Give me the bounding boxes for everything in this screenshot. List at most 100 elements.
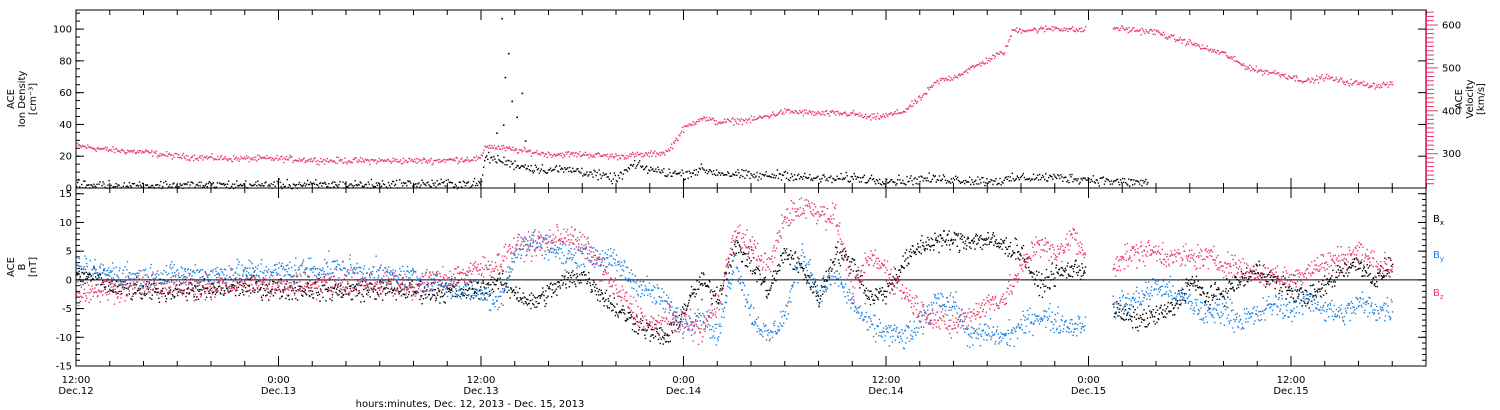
data-point-velocity bbox=[610, 155, 612, 158]
data-point-bx bbox=[1370, 281, 1372, 283]
data-point-bx bbox=[912, 250, 915, 252]
data-point-velocity bbox=[619, 158, 622, 160]
data-point-velocity bbox=[411, 158, 413, 161]
data-point-bx bbox=[574, 283, 576, 285]
data-point-density bbox=[494, 158, 496, 160]
data-point-velocity bbox=[923, 93, 925, 95]
data-point-bx bbox=[468, 288, 470, 290]
data-point-bx bbox=[219, 292, 221, 294]
data-point-bx bbox=[1292, 298, 1295, 300]
data-point-bx bbox=[423, 287, 426, 289]
data-point-density bbox=[751, 174, 753, 176]
data-point-velocity bbox=[644, 152, 647, 154]
data-point-density bbox=[664, 175, 666, 177]
data-point-bx bbox=[1024, 258, 1026, 261]
data-point-density bbox=[481, 180, 483, 183]
data-point-bx bbox=[1162, 316, 1165, 319]
data-point-bx bbox=[961, 234, 964, 237]
data-point-density bbox=[516, 164, 518, 167]
data-point-bx bbox=[546, 297, 548, 299]
data-point-density bbox=[443, 181, 445, 183]
data-point-bx bbox=[785, 252, 787, 254]
data-point-velocity bbox=[493, 144, 496, 147]
data-point-bx bbox=[212, 283, 214, 285]
data-point-velocity bbox=[414, 161, 417, 163]
data-point-bx bbox=[649, 340, 651, 342]
data-point-bx bbox=[1155, 305, 1158, 308]
data-point-bx bbox=[1062, 275, 1064, 277]
data-point-velocity bbox=[1264, 72, 1266, 74]
data-point-velocity bbox=[1148, 32, 1150, 34]
data-point-bx bbox=[1382, 276, 1384, 279]
data-point-bx bbox=[952, 242, 954, 244]
data-point-bx bbox=[466, 294, 468, 296]
data-point-bx bbox=[238, 294, 240, 297]
data-point-velocity bbox=[224, 156, 226, 158]
data-point-density bbox=[775, 175, 777, 177]
data-point-velocity bbox=[1078, 28, 1080, 30]
data-point-density bbox=[387, 181, 390, 184]
data-point-bx bbox=[861, 274, 863, 277]
data-point-density bbox=[1048, 176, 1050, 179]
data-point-bx bbox=[501, 284, 503, 286]
data-point-density bbox=[974, 180, 976, 183]
data-point-velocity bbox=[1266, 70, 1269, 72]
data-point-bx bbox=[814, 281, 816, 283]
data-point-bx bbox=[595, 293, 598, 296]
data-point-velocity bbox=[421, 162, 423, 164]
data-point-velocity bbox=[976, 64, 978, 66]
data-point-density-spike bbox=[501, 17, 503, 20]
data-point-velocity bbox=[1009, 35, 1012, 38]
data-point-velocity bbox=[1014, 28, 1016, 31]
data-point-bx bbox=[567, 277, 569, 279]
data-point-bx bbox=[1159, 306, 1162, 309]
data-point-bx bbox=[1208, 307, 1211, 310]
data-point-velocity bbox=[1082, 30, 1084, 33]
data-point-density bbox=[1129, 185, 1131, 187]
data-point-by bbox=[172, 283, 175, 285]
data-point-bx bbox=[948, 244, 951, 246]
data-point-bx bbox=[306, 282, 309, 284]
data-point-bx bbox=[347, 293, 350, 295]
data-point-by bbox=[156, 272, 158, 275]
data-point-bx bbox=[255, 282, 257, 284]
data-point-velocity bbox=[383, 160, 385, 162]
data-point-by bbox=[76, 264, 78, 266]
data-point-bx bbox=[516, 297, 518, 299]
data-point-velocity bbox=[629, 153, 631, 155]
data-point-velocity bbox=[705, 120, 707, 122]
data-point-density bbox=[478, 180, 480, 183]
data-point-density bbox=[1105, 178, 1108, 180]
data-point-density bbox=[644, 168, 646, 170]
data-point-bx bbox=[824, 279, 827, 281]
data-point-velocity bbox=[244, 156, 246, 159]
data-point-bx bbox=[144, 294, 146, 297]
data-point-bx bbox=[1192, 282, 1195, 285]
data-point-velocity bbox=[667, 150, 669, 152]
data-point-bx bbox=[923, 245, 925, 248]
data-point-bx bbox=[445, 283, 447, 285]
data-point-velocity bbox=[950, 77, 952, 79]
data-point-velocity bbox=[220, 154, 223, 157]
data-point-velocity bbox=[200, 157, 202, 160]
data-point-velocity bbox=[336, 162, 339, 165]
data-point-bx bbox=[1381, 278, 1383, 280]
data-point-bx bbox=[790, 250, 792, 252]
data-point-velocity bbox=[696, 121, 699, 123]
data-point-bx bbox=[214, 293, 217, 296]
data-point-bx bbox=[842, 250, 844, 253]
data-point-velocity bbox=[547, 151, 549, 153]
data-point-density bbox=[929, 181, 931, 183]
data-point-bx bbox=[1332, 269, 1334, 271]
data-point-bx bbox=[776, 270, 778, 273]
data-point-bx bbox=[931, 245, 933, 247]
data-point-velocity bbox=[1067, 30, 1069, 33]
data-point-velocity bbox=[284, 158, 287, 161]
data-point-density bbox=[698, 167, 701, 169]
data-point-density bbox=[597, 179, 599, 181]
data-point-velocity bbox=[1033, 27, 1036, 29]
data-point-bx bbox=[244, 287, 247, 289]
data-point-velocity bbox=[229, 158, 231, 160]
data-point-bx bbox=[247, 284, 249, 287]
data-point-bx bbox=[1003, 239, 1006, 242]
